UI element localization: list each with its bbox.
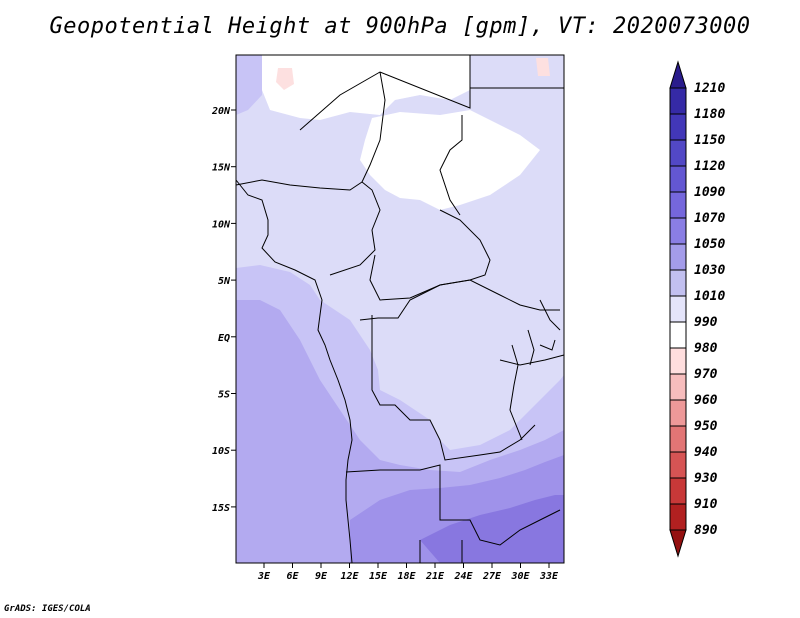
border-central: [359, 279, 560, 461]
contour-band-990: [240, 55, 540, 210]
colorbar-label: 1050: [694, 237, 725, 252]
lon-tick-label: 18E: [397, 571, 416, 582]
lon-tick-label: 15E: [369, 571, 388, 582]
lon-tick-label: 33E: [539, 571, 559, 582]
colorbar-label: 1150: [694, 133, 725, 148]
geopotential-field: [236, 55, 564, 563]
colorbar-label: 1180: [694, 107, 725, 122]
border-south: [345, 464, 561, 563]
lat-tick-label: 15N: [212, 163, 231, 174]
map-title: Geopotential Height at 900hPa [gpm], VT:…: [49, 14, 751, 39]
lat-tick-label: 15S: [212, 503, 230, 514]
colorbar-segment: [669, 451, 687, 479]
colorbar-label: 930: [694, 471, 718, 486]
border-east: [439, 115, 565, 366]
colorbar-segment: [669, 87, 687, 115]
colorbar-label: 950: [694, 419, 718, 434]
lon-tick-label: 30E: [510, 571, 530, 582]
latitude-axis: 20N 15N 10N 5N EQ 5S 10S 15S: [211, 106, 236, 514]
coastline-west: [235, 179, 353, 564]
longitude-axis: 3E 6E 9E 12E 15E 18E 21E 24E 27E 30E 33E: [257, 563, 559, 582]
colorbar-segment: [669, 217, 687, 245]
lon-tick-label: 6E: [286, 571, 299, 582]
colorbar-segment: [669, 529, 687, 558]
colorbar-segment: [669, 139, 687, 167]
colorbar-label: 960: [694, 393, 718, 408]
colorbar-label: 980: [694, 341, 718, 356]
colorbar-label: 1070: [694, 211, 725, 226]
colorbar-segment: [669, 477, 687, 505]
lat-tick-label: 5S: [218, 390, 230, 401]
colorbar-label: 940: [694, 445, 718, 460]
colorbar-segment: [669, 191, 687, 219]
colorbar-segment: [669, 399, 687, 427]
colorbar-segment: [669, 269, 687, 297]
colorbar-segment: [669, 425, 687, 453]
colorbar-label: 990: [694, 315, 718, 330]
colorbar-segment: [669, 503, 687, 531]
country-borders: [235, 55, 565, 564]
colorbar-segment: [669, 321, 687, 349]
map-frame: [235, 54, 565, 564]
colorbar-label: 1120: [694, 159, 725, 174]
colorbar-segment: [669, 347, 687, 375]
colorbar-segment: [669, 165, 687, 193]
lat-tick-label: 5N: [218, 276, 231, 287]
colorbar-label: 1030: [694, 263, 725, 278]
colorbar-label: 1090: [694, 185, 725, 200]
colorbar-segment: [669, 295, 687, 323]
lon-tick-label: 27E: [482, 571, 502, 582]
colorbar-segment: [669, 113, 687, 141]
great-lakes: [509, 329, 556, 441]
colorbar-label: 890: [694, 523, 718, 538]
lon-tick-label: 3E: [257, 571, 271, 582]
lon-tick-label: 12E: [340, 571, 359, 582]
lon-tick-label: 9E: [315, 571, 328, 582]
grads-credit: GrADS: IGES/COLA: [4, 604, 91, 614]
contour-band-1090: [420, 495, 564, 563]
lat-tick-label: 10S: [212, 446, 230, 457]
colorbar-label: 970: [694, 367, 718, 382]
lat-tick-label: 10N: [212, 219, 231, 230]
border-north: [299, 55, 564, 276]
lat-tick-label: EQ: [218, 333, 230, 344]
colorbar-label: 1210: [694, 81, 725, 96]
lat-tick-label: 20N: [211, 106, 231, 117]
colorbar-segment: [669, 243, 687, 271]
lon-tick-label: 21E: [425, 571, 445, 582]
colorbar-label: 910: [694, 497, 718, 512]
colorbar-segment: [669, 373, 687, 401]
lon-tick-label: 24E: [453, 571, 473, 582]
colorbar: 1210 1180 1150 1120 1090 1070 1050 1030 1010 990 9…: [669, 60, 725, 558]
colorbar-segment: [669, 60, 687, 89]
colorbar-label: 1010: [694, 289, 725, 304]
